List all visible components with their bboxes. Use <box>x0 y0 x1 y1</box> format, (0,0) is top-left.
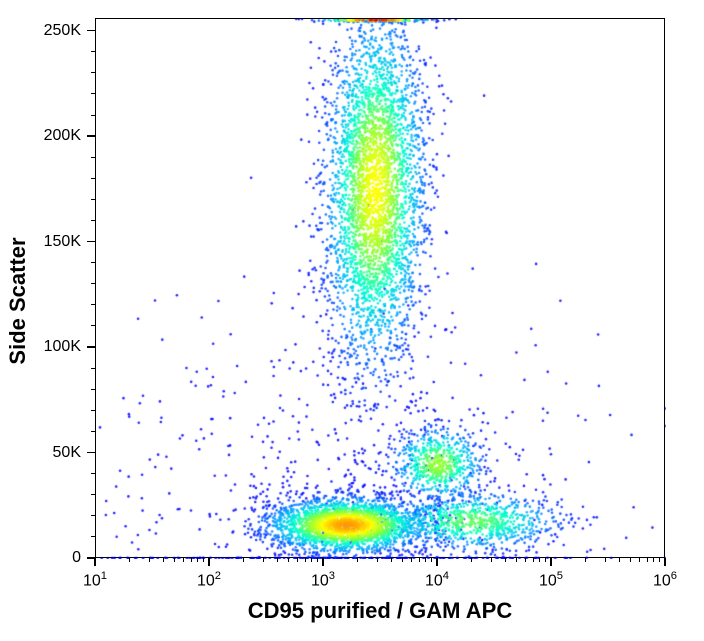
x-minor-tick <box>311 558 312 562</box>
x-minor-tick <box>659 558 660 562</box>
x-minor-tick <box>149 558 150 562</box>
y-minor-tick <box>91 536 95 537</box>
y-tick <box>87 30 95 32</box>
x-minor-tick <box>605 558 606 562</box>
x-minor-tick <box>163 558 164 562</box>
x-tick <box>550 558 552 566</box>
figure: Side Scatter CD95 purified / GAM APC 0 50… <box>0 0 704 641</box>
y-tick-label: 150K <box>0 233 81 251</box>
x-tick <box>436 558 438 566</box>
x-minor-tick <box>471 558 472 562</box>
y-minor-tick <box>91 178 95 179</box>
x-minor-tick <box>129 558 130 562</box>
y-minor-tick <box>91 410 95 411</box>
y-tick-label: 0 <box>0 549 81 567</box>
y-minor-tick <box>91 93 95 94</box>
x-tick <box>208 558 210 566</box>
y-minor-tick <box>91 325 95 326</box>
x-minor-tick <box>203 558 204 562</box>
y-tick <box>87 135 95 137</box>
x-minor-tick <box>357 558 358 562</box>
x-tick-label: 102 <box>197 570 221 590</box>
y-tick <box>87 346 95 348</box>
y-minor-tick <box>91 262 95 263</box>
x-minor-tick <box>525 558 526 562</box>
y-minor-tick <box>91 494 95 495</box>
x-minor-tick <box>402 558 403 562</box>
y-minor-tick <box>91 389 95 390</box>
x-minor-tick <box>305 558 306 562</box>
x-minor-tick <box>425 558 426 562</box>
x-minor-tick <box>516 558 517 562</box>
y-minor-tick <box>91 304 95 305</box>
x-minor-tick <box>505 558 506 562</box>
x-minor-tick <box>491 558 492 562</box>
plot-area <box>95 18 665 558</box>
x-minor-tick <box>277 558 278 562</box>
x-minor-tick <box>585 558 586 562</box>
scatter-canvas <box>96 19 666 559</box>
x-minor-tick <box>174 558 175 562</box>
x-minor-tick <box>653 558 654 562</box>
y-tick-label: 200K <box>0 127 81 145</box>
x-minor-tick <box>391 558 392 562</box>
x-minor-tick <box>197 558 198 562</box>
y-minor-tick <box>91 473 95 474</box>
y-axis-label: Side Scatter <box>5 31 31 571</box>
x-minor-tick <box>419 558 420 562</box>
x-minor-tick <box>545 558 546 562</box>
x-minor-tick <box>263 558 264 562</box>
x-minor-tick <box>288 558 289 562</box>
y-minor-tick <box>91 115 95 116</box>
x-minor-tick <box>539 558 540 562</box>
y-minor-tick <box>91 368 95 369</box>
y-tick <box>87 452 95 454</box>
y-minor-tick <box>91 431 95 432</box>
x-minor-tick <box>619 558 620 562</box>
x-minor-tick <box>243 558 244 562</box>
x-minor-tick <box>639 558 640 562</box>
y-tick <box>87 241 95 243</box>
x-tick-label: 103 <box>311 570 335 590</box>
x-tick-label: 101 <box>83 570 107 590</box>
y-minor-tick <box>91 220 95 221</box>
x-minor-tick <box>533 558 534 562</box>
x-tick-label: 105 <box>539 570 563 590</box>
y-minor-tick <box>91 157 95 158</box>
x-minor-tick <box>297 558 298 562</box>
y-tick-label: 250K <box>0 22 81 40</box>
x-minor-tick <box>191 558 192 562</box>
x-tick <box>322 558 324 566</box>
x-tick-label: 104 <box>425 570 449 590</box>
x-minor-tick <box>630 558 631 562</box>
x-minor-tick <box>647 558 648 562</box>
x-minor-tick <box>183 558 184 562</box>
x-tick <box>664 558 666 566</box>
y-minor-tick <box>91 51 95 52</box>
x-tick <box>94 558 96 566</box>
y-minor-tick <box>91 283 95 284</box>
x-minor-tick <box>431 558 432 562</box>
x-tick-label: 106 <box>653 570 677 590</box>
y-tick-label: 100K <box>0 338 81 356</box>
y-tick-label: 50K <box>0 444 81 462</box>
x-axis-label: CD95 purified / GAM APC <box>95 598 665 624</box>
x-minor-tick <box>317 558 318 562</box>
x-minor-tick <box>377 558 378 562</box>
y-minor-tick <box>91 515 95 516</box>
y-minor-tick <box>91 199 95 200</box>
y-minor-tick <box>91 72 95 73</box>
x-minor-tick <box>411 558 412 562</box>
